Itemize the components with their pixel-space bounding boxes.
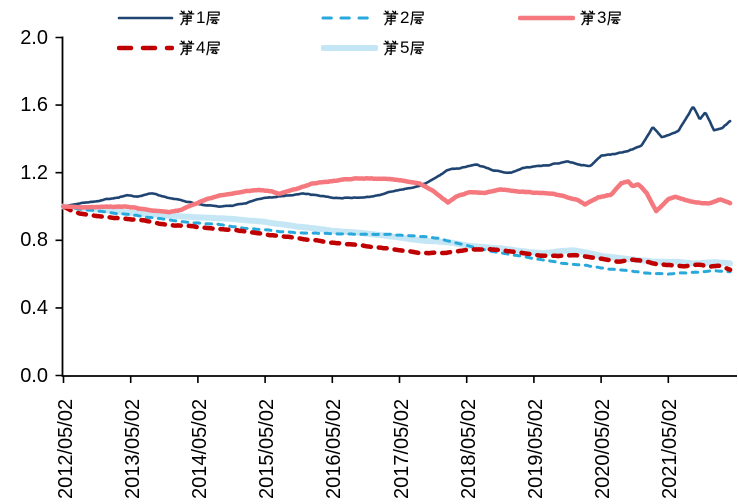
legend-line-sample xyxy=(117,16,174,20)
legend-layer-number: 5 xyxy=(400,38,410,57)
x-tick-label: 2013/05/02 xyxy=(121,398,144,499)
y-tick-label: 0.8 xyxy=(20,229,48,252)
x-tick-label: 2015/05/02 xyxy=(256,398,279,499)
y-tick-label: 0.4 xyxy=(20,296,48,319)
y-tick-label: 2.0 xyxy=(20,26,48,49)
legend-item-layer-4: 4 xyxy=(117,38,222,58)
series-line-1 xyxy=(62,106,732,208)
legend-layer-number: 3 xyxy=(597,8,607,27)
legend-item-layer-1: 1 xyxy=(117,8,222,28)
series-line-5 xyxy=(60,203,734,267)
x-tick-label: 2017/05/02 xyxy=(390,398,413,499)
x-tick-label: 2021/05/02 xyxy=(659,398,682,499)
legend-line-sample xyxy=(321,16,378,20)
legend-label: 2 xyxy=(383,8,426,28)
x-tick-label: 2012/05/02 xyxy=(54,398,77,499)
legend-layer-number: 2 xyxy=(400,8,410,27)
legend-item-layer-2: 2 xyxy=(321,8,426,28)
x-tick-label: 2019/05/02 xyxy=(524,398,547,499)
x-tick-label: 2014/05/02 xyxy=(188,398,211,499)
legend-layer-number: 1 xyxy=(196,8,206,27)
x-tick-label: 2016/05/02 xyxy=(323,398,346,499)
y-tick-label: 1.6 xyxy=(20,94,48,117)
series-line-3 xyxy=(61,176,733,215)
legend-item-layer-3: 3 xyxy=(518,8,623,28)
y-axis-ticks xyxy=(55,36,63,377)
legend-line-sample xyxy=(321,45,378,51)
legend-line-sample xyxy=(518,15,575,21)
x-tick-label: 2020/05/02 xyxy=(592,398,615,499)
y-tick-label: 0.0 xyxy=(20,364,48,387)
legend-label: 1 xyxy=(179,8,222,28)
series-line-2 xyxy=(62,205,732,276)
legend-item-layer-5: 5 xyxy=(321,38,426,58)
legend-label: 3 xyxy=(580,8,623,28)
legend-label: 5 xyxy=(383,38,426,58)
legend-line-sample xyxy=(117,45,174,51)
x-tick-label: 2018/05/02 xyxy=(457,398,480,499)
legend-layer-number: 4 xyxy=(196,38,206,57)
legend-label: 4 xyxy=(179,38,222,58)
series-line-4 xyxy=(61,204,733,273)
x-axis-ticks xyxy=(62,376,670,383)
y-tick-label: 1.2 xyxy=(20,161,48,184)
